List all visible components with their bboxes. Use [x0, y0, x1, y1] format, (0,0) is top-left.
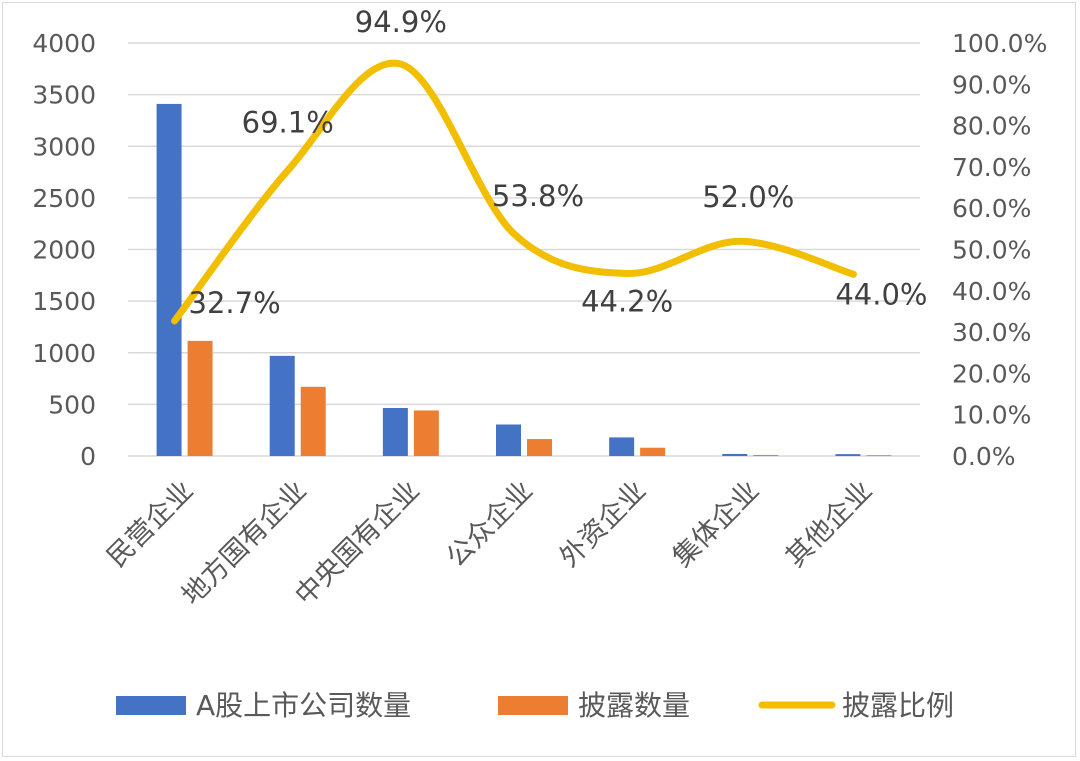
ratio-data-label: 32.7% — [189, 286, 281, 320]
y-left-tick-label: 3000 — [32, 132, 96, 161]
y-left-tick-label: 4000 — [32, 29, 96, 58]
ratio-data-label: 94.9% — [355, 5, 447, 39]
y-right-tick-label: 0.0% — [952, 442, 1016, 471]
legend-swatch — [498, 696, 568, 715]
bar-disclosed-2 — [413, 410, 439, 456]
x-category-label: 集体企业 — [667, 475, 765, 573]
ratio-data-label: 69.1% — [242, 106, 334, 140]
ratio-data-label: 44.2% — [581, 284, 673, 318]
bar-listed-companies-1 — [269, 355, 295, 456]
y-left-tick-label: 3500 — [32, 81, 96, 110]
y-right-tick-label: 50.0% — [952, 236, 1031, 265]
legend-label: A股上市公司数量 — [196, 689, 411, 722]
bar-disclosed-3 — [527, 439, 552, 456]
y-right-tick-label: 90.0% — [952, 70, 1031, 99]
bar-listed-companies-4 — [609, 437, 635, 456]
y-left-tick-label: 1000 — [32, 339, 96, 368]
y-left-tick-label: 0 — [80, 442, 96, 471]
y-left-tick-label: 2000 — [32, 236, 96, 265]
y-right-tick-label: 80.0% — [952, 112, 1031, 141]
bar-disclosed-1 — [300, 386, 326, 456]
y-right-tick-label: 100.0% — [952, 29, 1047, 58]
bar-disclosed-5 — [753, 454, 779, 456]
bar-listed-companies-2 — [382, 407, 408, 456]
y-right-tick-label: 20.0% — [952, 359, 1031, 388]
x-category-label: 公众企业 — [441, 475, 539, 573]
bar-disclosed-0 — [187, 340, 213, 456]
bar-listed-companies-3 — [496, 424, 521, 456]
y-left-tick-label: 1500 — [32, 287, 96, 316]
y-right-tick-label: 10.0% — [952, 401, 1031, 430]
legend-label: 披露数量 — [578, 689, 690, 722]
bar-listed-companies-5 — [722, 453, 748, 456]
y-right-tick-label: 60.0% — [952, 194, 1031, 223]
x-category-label: 民营企业 — [101, 475, 199, 573]
y-left-tick-label: 500 — [48, 390, 96, 419]
bar-disclosed-4 — [640, 447, 666, 456]
bar-listed-companies-0 — [156, 103, 182, 456]
ratio-data-label: 53.8% — [492, 179, 584, 213]
ratio-data-label: 44.0% — [835, 277, 927, 311]
disclosure-ratio-line — [171, 59, 857, 325]
y-right-tick-label: 40.0% — [952, 277, 1031, 306]
x-category-label: 其他企业 — [780, 475, 878, 573]
bar-listed-companies-6 — [835, 454, 861, 456]
y-right-tick-label: 70.0% — [952, 153, 1031, 182]
bar-disclosed-6 — [866, 455, 892, 456]
y-left-tick-label: 2500 — [32, 184, 96, 213]
ratio-data-label: 52.0% — [702, 180, 794, 214]
x-category-label: 外资企业 — [554, 475, 652, 573]
legend-swatch — [116, 696, 186, 715]
legend-label: 披露比例 — [842, 689, 954, 722]
y-right-tick-label: 30.0% — [952, 318, 1031, 347]
